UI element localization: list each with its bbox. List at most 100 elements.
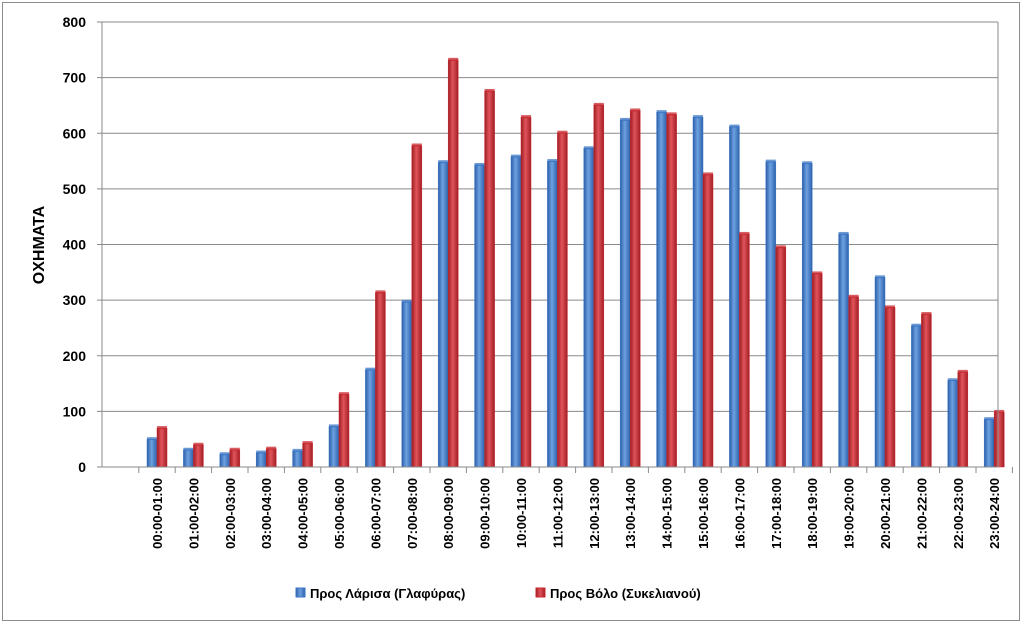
y-tick-label: 0 bbox=[78, 459, 86, 475]
bar-top-volos bbox=[703, 172, 713, 176]
y-tick-label: 500 bbox=[63, 181, 87, 197]
legend: Προς Λάρισα (Γλαφύρας) Προς Βόλο (Συκελια… bbox=[295, 586, 701, 601]
bar-top-larisa bbox=[947, 378, 958, 382]
bar-top-volos bbox=[775, 245, 786, 249]
bar-larisa bbox=[401, 301, 413, 468]
bar-larisa bbox=[255, 452, 267, 468]
bar-volos bbox=[302, 442, 313, 468]
bar-top-volos bbox=[593, 102, 604, 106]
x-tick-label: 03:00-04:00 bbox=[259, 478, 274, 549]
bar-volos bbox=[702, 174, 714, 468]
bar-top-larisa bbox=[729, 124, 740, 128]
y-tick-label: 400 bbox=[63, 237, 87, 253]
x-tick-label: 09:00-10:00 bbox=[478, 478, 493, 549]
bar-top-larisa bbox=[911, 323, 922, 327]
bar-top-volos bbox=[339, 392, 349, 396]
bar-larisa bbox=[183, 449, 194, 468]
bar-larisa bbox=[146, 438, 158, 468]
x-tick-label: 08:00-09:00 bbox=[441, 478, 456, 549]
bar-volos bbox=[520, 116, 532, 468]
bar-top-volos bbox=[229, 447, 240, 451]
legend-swatch-volos bbox=[535, 587, 546, 598]
bar-top-volos bbox=[557, 130, 568, 134]
legend-label-volos: Προς Βόλο (Συκελιανού) bbox=[550, 586, 701, 601]
bar-top-larisa bbox=[219, 452, 230, 456]
x-tick-label: 12:00-13:00 bbox=[587, 478, 602, 549]
bar-volos bbox=[193, 444, 204, 468]
x-tick-label: 14:00-15:00 bbox=[660, 478, 675, 549]
bar-larisa bbox=[583, 148, 595, 468]
y-axis-title: ΟΧΗΜΑΤΑ bbox=[31, 205, 48, 284]
bar-top-volos bbox=[630, 108, 641, 112]
bar-top-volos bbox=[957, 369, 968, 373]
y-tick-label: 800 bbox=[63, 14, 87, 30]
bar-top-larisa bbox=[693, 115, 703, 119]
bar-top-volos bbox=[848, 294, 859, 298]
bar-top-larisa bbox=[292, 448, 303, 452]
bar-volos bbox=[848, 296, 859, 468]
bar-top-larisa bbox=[656, 110, 667, 114]
bar-larisa bbox=[437, 161, 449, 468]
bar-larisa bbox=[474, 164, 485, 468]
bar-larisa bbox=[765, 161, 777, 468]
bar-volos bbox=[629, 110, 641, 468]
bar-top-volos bbox=[484, 88, 495, 92]
bar-top-larisa bbox=[147, 437, 157, 441]
x-tick-label: 21:00-22:00 bbox=[914, 478, 929, 549]
bar-volos bbox=[739, 233, 750, 468]
x-tick-label: 11:00-12:00 bbox=[550, 478, 565, 548]
bar-volos bbox=[229, 449, 241, 468]
bar-volos bbox=[265, 448, 277, 468]
x-tick-label: 07:00-08:00 bbox=[405, 478, 420, 549]
bar-volos bbox=[338, 393, 350, 468]
bar-top-larisa bbox=[583, 146, 594, 150]
bar-larisa bbox=[838, 233, 849, 468]
bar-top-larisa bbox=[183, 447, 194, 451]
x-tick-label: 19:00-20:00 bbox=[842, 478, 857, 549]
bar-larisa bbox=[692, 116, 704, 468]
bar-volos bbox=[811, 273, 823, 468]
x-tick-label: 04:00-05:00 bbox=[296, 478, 311, 549]
x-tick-label: 23:00-24:00 bbox=[987, 478, 1002, 549]
bars bbox=[146, 57, 1005, 468]
bar-volos bbox=[557, 132, 568, 468]
y-tick-label: 600 bbox=[63, 125, 87, 141]
bar-top-volos bbox=[521, 115, 531, 119]
bar-top-larisa bbox=[547, 159, 558, 163]
y-tick-label: 100 bbox=[63, 403, 87, 419]
bar-larisa bbox=[547, 160, 558, 468]
y-tick-label: 200 bbox=[63, 348, 87, 364]
bar-top-volos bbox=[666, 112, 677, 116]
bar-larisa bbox=[729, 126, 740, 468]
bar-top-volos bbox=[411, 143, 422, 147]
bar-volos bbox=[666, 114, 677, 468]
bar-top-volos bbox=[921, 312, 932, 316]
bar-larisa bbox=[656, 111, 667, 468]
bar-top-larisa bbox=[438, 160, 449, 164]
bar-top-volos bbox=[302, 441, 313, 445]
bar-top-volos bbox=[812, 271, 823, 275]
bar-volos bbox=[484, 90, 495, 468]
x-tick-label: 16:00-17:00 bbox=[732, 478, 747, 549]
bar-larisa bbox=[801, 163, 813, 468]
bar-top-volos bbox=[885, 305, 895, 309]
bar-larisa bbox=[874, 277, 886, 468]
bar-larisa bbox=[219, 453, 231, 468]
x-tick-label: 00:00-01:00 bbox=[150, 478, 165, 549]
bar-top-larisa bbox=[875, 275, 885, 279]
y-tick-label: 700 bbox=[63, 70, 87, 86]
x-tick-label: 01:00-02:00 bbox=[186, 478, 201, 549]
bar-volos bbox=[993, 411, 1005, 468]
bar-top-larisa bbox=[401, 299, 412, 303]
bar-larisa bbox=[947, 379, 959, 468]
bar-top-larisa bbox=[765, 159, 776, 163]
bar-volos bbox=[447, 59, 459, 468]
y-tick-label: 300 bbox=[63, 292, 87, 308]
x-tick-label: 15:00-16:00 bbox=[696, 478, 711, 549]
bar-top-larisa bbox=[984, 417, 995, 421]
bar-volos bbox=[775, 247, 787, 468]
bar-larisa bbox=[911, 325, 922, 468]
bar-larisa bbox=[365, 369, 376, 468]
bar-larisa bbox=[510, 156, 522, 468]
bar-larisa bbox=[292, 450, 303, 468]
